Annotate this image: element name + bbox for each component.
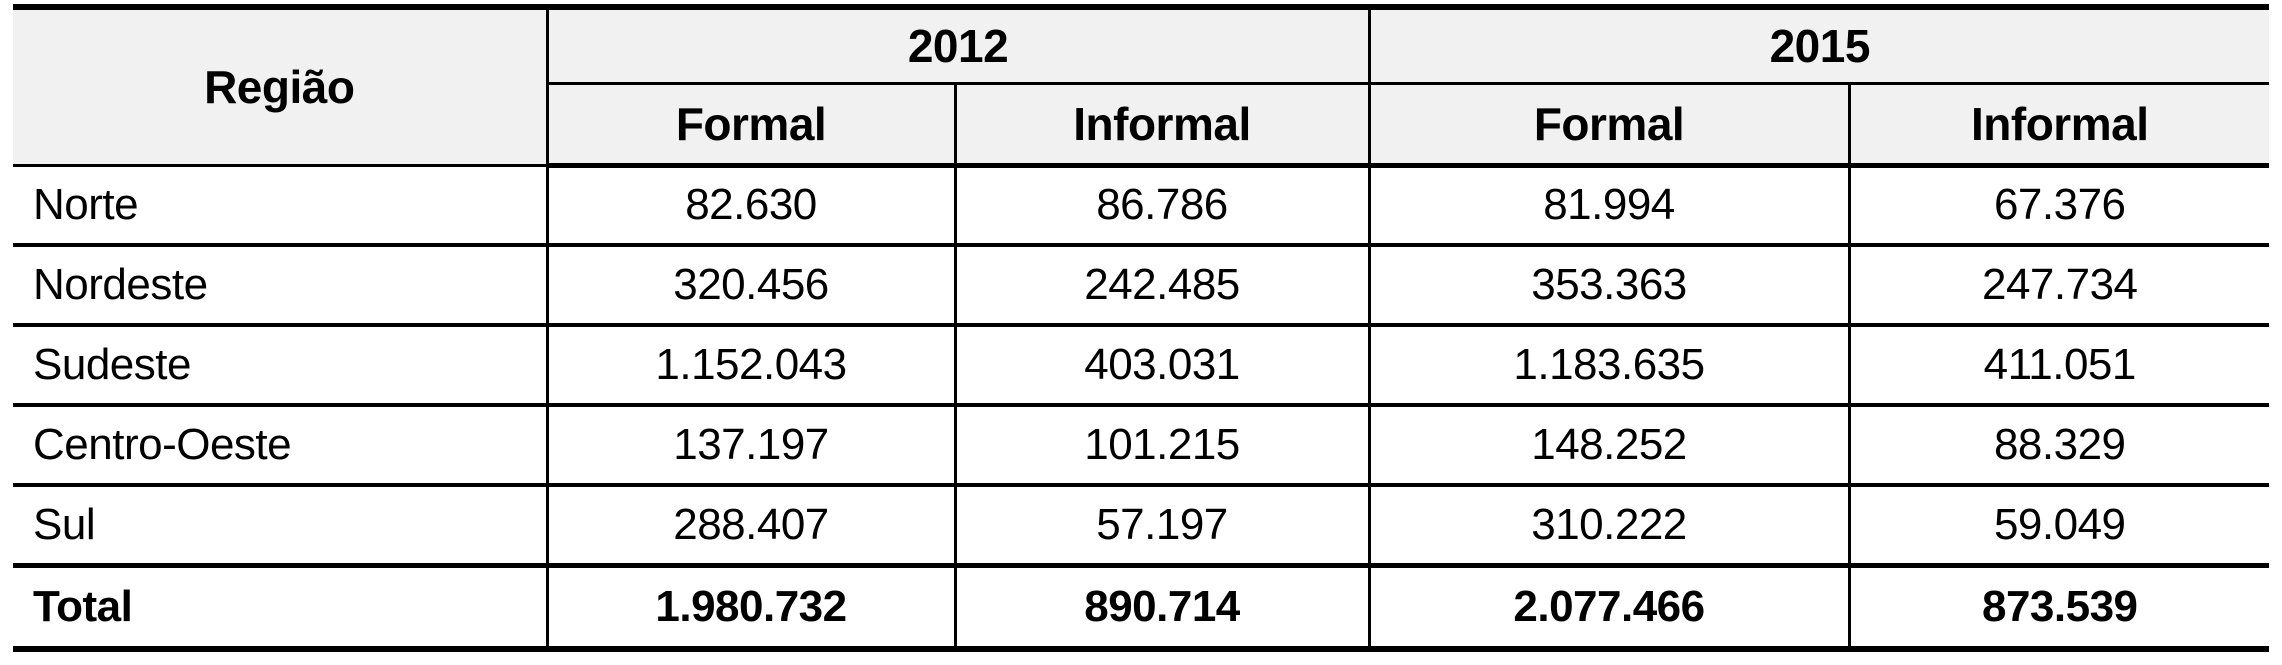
value-cell: 88.329	[1847, 405, 2269, 487]
value-cell: 242.485	[953, 245, 1371, 327]
table-row-centro-oeste: Centro-Oeste 137.197 101.215 148.252 88.…	[13, 405, 2269, 487]
value-cell: 353.363	[1367, 245, 1851, 327]
table-row-sul: Sul 288.407 57.197 310.222 59.049	[13, 485, 2269, 567]
value-cell: 82.630	[545, 165, 957, 247]
region-cell: Sul	[13, 485, 549, 567]
value-cell: 81.994	[1367, 165, 1851, 247]
value-cell: 59.049	[1847, 485, 2269, 567]
table-row-norte: Norte 82.630 86.786 81.994 67.376	[13, 165, 2269, 247]
total-value-cell: 2.077.466	[1367, 562, 1851, 649]
total-value-cell: 873.539	[1847, 562, 2269, 649]
column-header-2015-formal: Formal	[1367, 83, 1851, 168]
column-header-2015-informal: Informal	[1847, 83, 2269, 168]
value-cell: 101.215	[953, 405, 1371, 487]
value-cell: 57.197	[953, 485, 1371, 567]
value-cell: 320.456	[545, 245, 957, 327]
value-cell: 67.376	[1847, 165, 2269, 247]
region-cell: Nordeste	[13, 245, 549, 327]
value-cell: 403.031	[953, 325, 1371, 407]
value-cell: 1.183.635	[1367, 325, 1851, 407]
total-label-cell: Total	[13, 562, 549, 649]
header-row-subcolumns: Formal Informal Formal Informal	[13, 83, 2269, 168]
total-value-cell: 1.980.732	[545, 562, 957, 649]
region-cell: Centro-Oeste	[13, 405, 549, 487]
value-cell: 310.222	[1367, 485, 1851, 567]
column-group-2012: 2012	[545, 7, 1371, 85]
column-group-2015: 2015	[1367, 7, 2269, 85]
table-row-nordeste: Nordeste 320.456 242.485 353.363 247.734	[13, 245, 2269, 327]
value-cell: 137.197	[545, 405, 957, 487]
value-cell: 1.152.043	[545, 325, 957, 407]
header-row-years: Região 2012 2015	[13, 7, 2269, 167]
value-cell: 148.252	[1367, 405, 1851, 487]
table-row-total: Total 1.980.732 890.714 2.077.466 873.53…	[13, 562, 2269, 649]
table-row-sudeste: Sudeste 1.152.043 403.031 1.183.635 411.…	[13, 325, 2269, 407]
column-header-2012-formal: Formal	[547, 83, 957, 168]
value-cell: 288.407	[545, 485, 957, 567]
column-header-regiao: Região	[13, 7, 549, 167]
region-cell: Sudeste	[13, 325, 549, 407]
value-cell: 86.786	[953, 165, 1371, 247]
value-cell: 411.051	[1847, 325, 2269, 407]
total-value-cell: 890.714	[953, 562, 1371, 649]
value-cell: 247.734	[1847, 245, 2269, 327]
regional-formal-informal-table: Região 2012 2015 Formal Informal Formal …	[13, 4, 2269, 652]
column-header-2012-informal: Informal	[953, 83, 1371, 168]
region-cell: Norte	[13, 165, 549, 247]
